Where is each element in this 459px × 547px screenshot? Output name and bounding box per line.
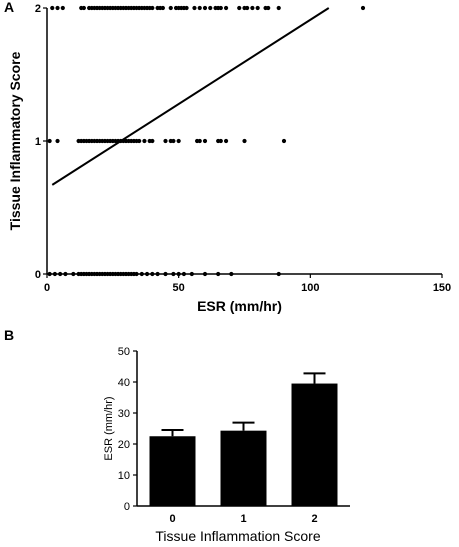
- data-point: [202, 271, 208, 277]
- data-point: [137, 138, 142, 144]
- data-point: [218, 138, 223, 144]
- data-point: [163, 271, 168, 277]
- panel-a-y-tick-label: 0: [35, 269, 41, 281]
- data-point: [255, 5, 260, 11]
- data-point: [181, 271, 187, 277]
- data-point: [202, 138, 208, 144]
- data-point: [202, 5, 208, 11]
- panel-a-x-tick-label: 50: [173, 282, 185, 294]
- panel-a-y-tick-label: 1: [35, 136, 41, 148]
- panel-a-y-tick-label: 2: [35, 3, 41, 15]
- panel-a-points: [47, 5, 366, 277]
- data-point: [81, 5, 86, 11]
- data-point: [223, 138, 229, 144]
- data-point: [160, 5, 165, 11]
- regression-line: [51, 7, 330, 186]
- data-point: [71, 271, 76, 277]
- data-point: [360, 5, 366, 11]
- data-point: [171, 138, 176, 144]
- data-point: [60, 5, 65, 11]
- data-point: [47, 138, 52, 144]
- panel-a-label: A: [4, 0, 14, 15]
- data-point: [58, 271, 63, 277]
- data-point: [134, 271, 139, 277]
- data-point: [50, 5, 55, 11]
- data-point: [176, 138, 181, 144]
- data-point: [171, 271, 176, 277]
- panel-b-x-tick-label: 0: [169, 513, 175, 525]
- data-point: [47, 271, 52, 277]
- panel-b-y-tick-label: 30: [118, 408, 130, 420]
- panel-b-tick-labels: 0 10 20 30 40 50 0 1 2: [118, 346, 318, 525]
- panel-b-y-tick-label: 0: [124, 501, 130, 513]
- bar: [291, 383, 338, 506]
- panel-a-y-axis-title: Tissue Inflammatory Score: [7, 51, 23, 230]
- data-point: [276, 5, 281, 11]
- panel-b-x-tick-label: 1: [240, 513, 246, 525]
- data-point: [139, 271, 144, 277]
- data-point: [150, 5, 155, 11]
- panel-b-y-axis-title: ESR (mm/hr): [103, 396, 115, 460]
- data-point: [163, 138, 168, 144]
- data-point: [144, 271, 150, 277]
- data-point: [223, 5, 229, 11]
- data-point: [197, 5, 202, 11]
- panel-b-y-tick-label: 20: [118, 439, 130, 451]
- panel-a-tick-labels: 0 50 100 150 0 1 2: [35, 3, 451, 294]
- data-point: [189, 271, 194, 277]
- bar: [220, 430, 267, 506]
- data-point: [245, 5, 250, 11]
- data-point: [176, 271, 181, 277]
- panel-b-x-axis-title: Tissue Inflammation Score: [155, 528, 320, 544]
- panel-a-x-axis-title: ESR (mm/hr): [197, 298, 282, 314]
- data-point: [218, 5, 223, 11]
- data-point: [250, 5, 255, 11]
- data-point: [150, 138, 155, 144]
- data-point: [192, 5, 197, 11]
- data-point: [197, 138, 202, 144]
- data-point: [63, 271, 68, 277]
- data-point: [150, 271, 155, 277]
- data-point: [281, 138, 287, 144]
- data-point: [52, 271, 58, 277]
- data-point: [266, 5, 271, 11]
- panel-b-x-tick-label: 2: [311, 513, 317, 525]
- data-point: [142, 138, 147, 144]
- panel-b-bar: B ESR (mm/hr) Tissue Inflammation Score …: [4, 327, 350, 544]
- panel-a-scatter: A Tissue Inflammatory Score ESR (mm/hr) …: [4, 0, 451, 314]
- panel-b-y-tick-label: 40: [118, 377, 130, 389]
- panel-a-x-tick-label: 100: [301, 282, 319, 294]
- data-point: [184, 5, 189, 11]
- data-point: [229, 271, 234, 277]
- data-point: [216, 271, 221, 277]
- data-point: [237, 5, 242, 11]
- data-point: [55, 5, 60, 11]
- panel-b-y-tick-label: 50: [118, 346, 130, 358]
- bar: [149, 436, 196, 506]
- data-point: [242, 138, 247, 144]
- panel-b-y-tick-label: 10: [118, 470, 130, 482]
- panel-a-x-tick-label: 150: [433, 282, 451, 294]
- data-point: [276, 271, 281, 277]
- panel-a-x-tick-label: 0: [44, 282, 50, 294]
- data-point: [55, 138, 60, 144]
- panel-b-bars: [149, 372, 338, 506]
- data-point: [208, 5, 213, 11]
- panel-a-fit-line: [51, 7, 330, 186]
- data-point: [168, 5, 173, 11]
- data-point: [155, 271, 160, 277]
- panel-b-label: B: [4, 327, 14, 343]
